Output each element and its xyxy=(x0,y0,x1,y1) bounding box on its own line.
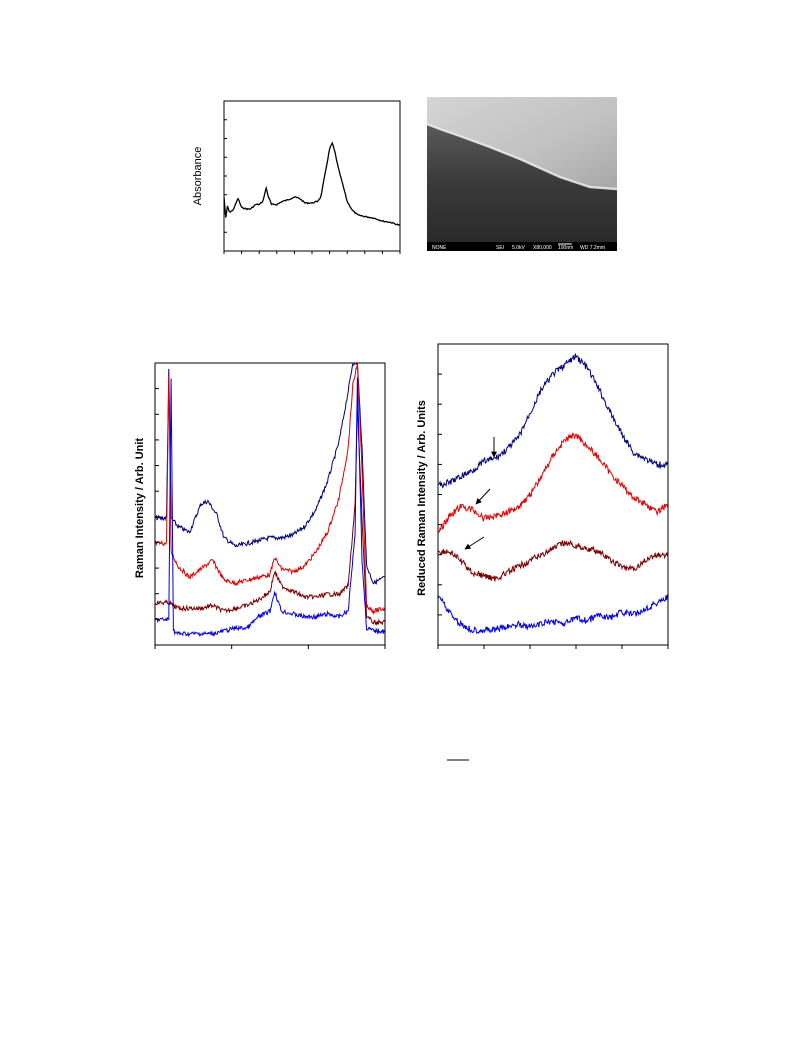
plot-frame xyxy=(223,100,401,252)
sem-label-scale: 100nm xyxy=(558,245,573,251)
sem-label-signal: SEI xyxy=(496,245,504,251)
series-line-1 xyxy=(224,141,400,226)
series-line-4 xyxy=(438,593,668,634)
sem-label-working-distance: WD 7.2mm xyxy=(580,245,605,251)
series-line-3 xyxy=(155,404,385,627)
plot-frame xyxy=(437,343,669,646)
series-line-1 xyxy=(438,353,668,489)
y-axis-label: Raman Intensity / Arb. Unit xyxy=(134,438,146,579)
y-axis-label: Absorbance xyxy=(192,147,204,206)
sem-label-detector-mode: NONE xyxy=(432,245,447,251)
series-line-2 xyxy=(438,432,668,533)
series-line-1 xyxy=(155,363,385,585)
annotation-arrow xyxy=(475,488,491,505)
sem-micrograph: NONE SEI 5.0kV X80,000 100nm WD 7.2mm xyxy=(426,97,618,251)
sem-info-bar xyxy=(427,242,617,251)
sem-label-voltage: 5.0kV xyxy=(512,245,525,251)
series-line-2 xyxy=(155,363,385,615)
sem-lower-region xyxy=(427,125,617,242)
absorbance-chart: Absorbance xyxy=(192,100,401,254)
sem-upper-region xyxy=(427,97,617,190)
annotation-arrow xyxy=(464,536,485,550)
raman-chart: Raman Intensity / Arb. Unit xyxy=(134,362,386,649)
series-line-4 xyxy=(155,377,385,638)
sem-label-magnification: X80,000 xyxy=(533,245,552,251)
sem-film-edge xyxy=(426,122,618,191)
reduced-raman-chart: Reduced Raman Intensity / Arb. Units xyxy=(416,343,669,649)
y-axis-label: Reduced Raman Intensity / Arb. Units xyxy=(416,400,428,596)
plot-frame xyxy=(154,362,386,646)
series-line-3 xyxy=(438,539,668,582)
